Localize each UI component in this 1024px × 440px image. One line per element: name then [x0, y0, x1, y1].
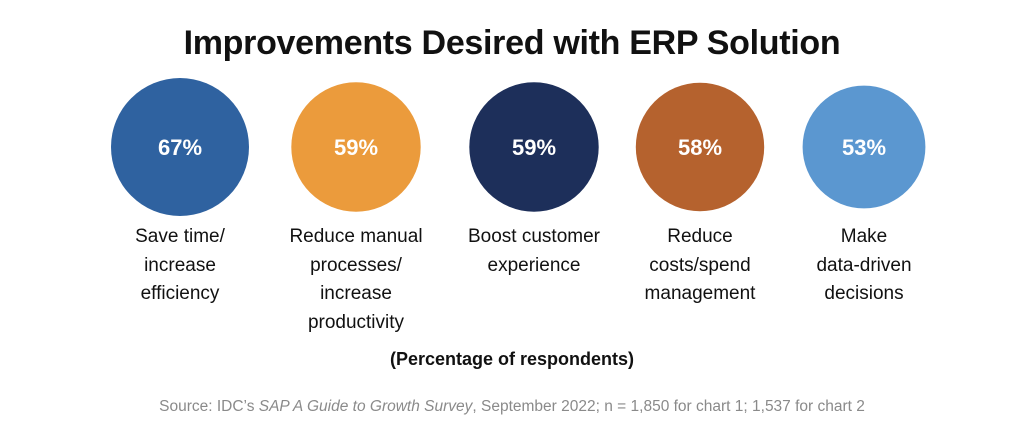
bubble-3	[469, 82, 599, 212]
category-label-line: Make	[840, 226, 888, 247]
category-label-line: efficiency	[140, 283, 220, 304]
chart-note: (Percentage of respondents)	[389, 349, 635, 369]
source-note: Source: IDC’s SAP A Guide to Growth Surv…	[0, 398, 1024, 416]
category-label-line: decisions	[824, 283, 904, 304]
category-label-2: Reduce manual processes/increase productiv…	[271, 223, 441, 337]
bubble-1	[111, 78, 249, 216]
bubble-value-2: 59%	[334, 135, 378, 160]
category-label-line: increase	[320, 283, 392, 304]
category-label-5: Make data-driven decisions	[779, 223, 949, 309]
category-label-line: Reduce	[667, 226, 733, 247]
category-label-line: productivity	[307, 311, 405, 333]
category-label-1: Save time/increase efficiency	[95, 223, 265, 309]
category-label-line: Save time/	[135, 226, 225, 247]
category-label-4: Reduce costs/spend management	[615, 223, 785, 309]
bubble-value-4: 58%	[678, 135, 722, 160]
category-label-3: Boost customer experience	[449, 223, 619, 280]
category-label-line: management	[644, 283, 756, 304]
bubble-2	[291, 82, 421, 212]
source-survey-name: SAP A Guide to Growth Survey	[258, 398, 473, 415]
category-label-line: Boost customer	[468, 226, 600, 247]
category-label-line: experience	[487, 254, 581, 276]
bubble-4	[635, 82, 765, 212]
source-prefix: Source: IDC’s	[159, 398, 259, 415]
bubble-value-5: 53%	[842, 135, 886, 160]
bubble-value-1: 67%	[158, 135, 202, 160]
source-suffix: , September 2022; n = 1,850 for chart 1;…	[472, 398, 865, 415]
bubble-value-3: 59%	[512, 135, 556, 160]
bubble-5	[802, 85, 926, 209]
category-label-line: increase	[144, 254, 216, 276]
category-label-line: data-driven	[816, 254, 912, 276]
category-label-line: costs/spend	[649, 254, 751, 276]
category-label-line: Reduce manual	[289, 226, 423, 247]
chart-title: Improvements Desired with ERP Solution	[183, 24, 841, 62]
category-label-line: processes/	[310, 254, 402, 276]
